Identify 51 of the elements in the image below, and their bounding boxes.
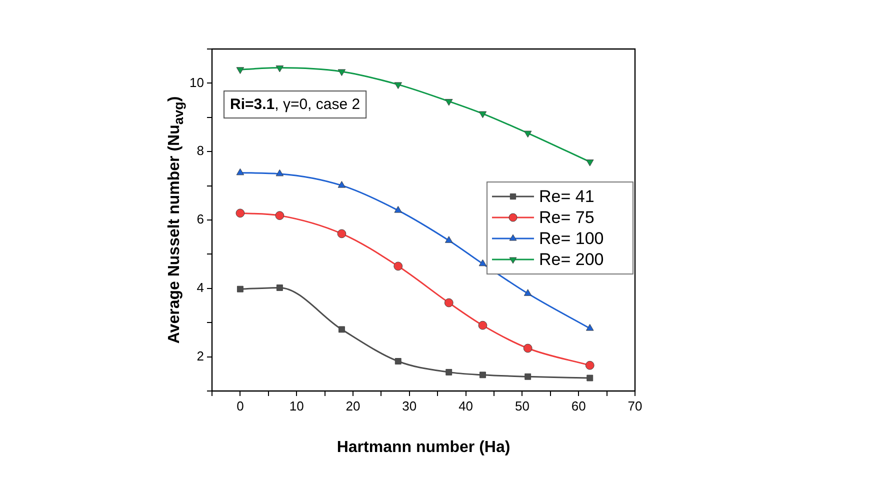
point: [337, 229, 346, 238]
point: [338, 181, 346, 188]
point: [523, 344, 532, 353]
point: [586, 160, 594, 166]
point: [236, 168, 244, 176]
x-tick-label: 0: [236, 398, 244, 414]
y-tick-label: 4: [196, 280, 204, 295]
point: [275, 211, 284, 220]
point: [586, 374, 594, 382]
x-tick-label: 20: [346, 398, 360, 414]
point: [444, 98, 453, 106]
point: [524, 130, 532, 138]
point: [478, 320, 488, 330]
point: [524, 289, 532, 296]
point: [394, 262, 403, 271]
point: [236, 286, 244, 292]
x-tick-label: 70: [628, 398, 642, 414]
x-tick-label: 50: [514, 398, 530, 414]
point: [276, 169, 284, 176]
point: [480, 372, 486, 378]
legend-label: Re= 100: [539, 229, 604, 248]
point: [276, 65, 284, 72]
point: [586, 324, 594, 331]
point: [478, 259, 487, 266]
legend-label: Re= 41: [539, 187, 594, 206]
y-tick-label: 8: [196, 143, 204, 158]
x-tick-label: 30: [402, 398, 417, 414]
point: [394, 206, 402, 213]
y-tick-label: 10: [190, 74, 204, 90]
y-tick-label: 6: [196, 212, 204, 227]
x-tick-label: 60: [571, 398, 586, 414]
point: [394, 82, 402, 90]
point: [478, 111, 487, 118]
point: [524, 373, 532, 380]
annotation: Ri=3.1, γ=0, case 2: [230, 96, 360, 114]
point: [444, 236, 453, 243]
x-tick-label: 40: [458, 398, 474, 414]
x-tick-label: 10: [289, 398, 304, 414]
point: [585, 360, 594, 370]
point: [444, 298, 454, 308]
y-tick-label: 2: [196, 348, 204, 364]
legend-label: Re= 75: [539, 208, 594, 228]
point: [276, 284, 283, 291]
point: [446, 368, 452, 376]
point: [338, 326, 345, 333]
point: [338, 69, 346, 76]
x-axis-title: Hartmann number (Ha): [336, 438, 510, 456]
point: [236, 208, 245, 218]
legend-label: Re= 200: [539, 250, 604, 270]
point: [394, 358, 402, 364]
point: [236, 67, 244, 74]
